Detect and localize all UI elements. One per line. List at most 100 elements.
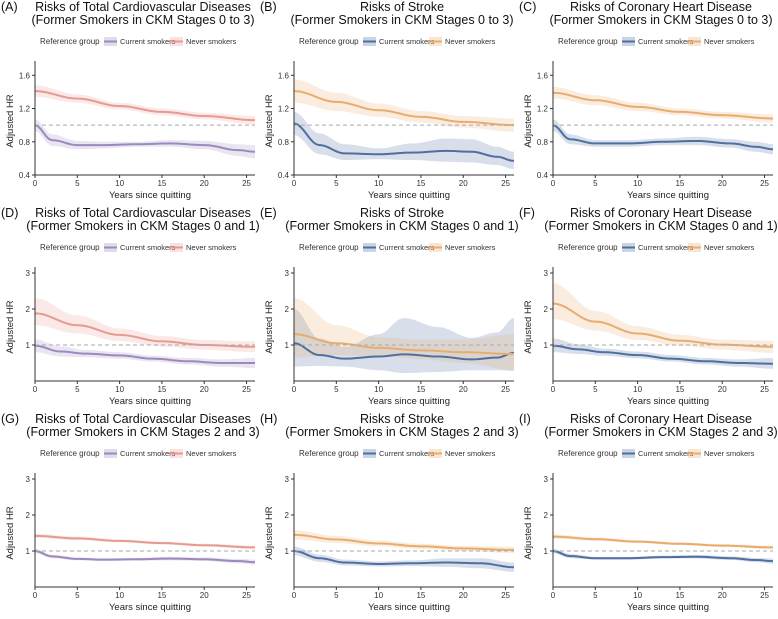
- y-tick-label: 0.4: [537, 171, 549, 180]
- x-axis-label: Years since quitting: [627, 396, 709, 407]
- series-line-never-smokers: [294, 533, 514, 551]
- plot-area: [35, 298, 255, 369]
- confidence-band-never-smokers: [294, 530, 514, 554]
- series-line-current-smokers: [553, 124, 773, 151]
- chart-panel-c: (C) Risks of Coronary Heart Disease (Forme…: [518, 0, 777, 206]
- y-tick-label: 1.2: [19, 105, 31, 114]
- x-axis-label: Years since quitting: [109, 190, 191, 201]
- y-tick-label: 1.6: [537, 71, 549, 80]
- legend-entry: Current smokers: [120, 37, 176, 46]
- y-tick-label: 1: [285, 341, 290, 350]
- x-tick-label: 5: [334, 591, 339, 600]
- chart-subtitle: (Former Smokers in CKM Stages 2 and 3): [544, 425, 777, 439]
- chart-subtitle: (Former Smokers in CKM Stages 0 to 3): [291, 13, 514, 27]
- series-line-never-smokers: [35, 534, 255, 549]
- series-line-current-smokers: [294, 342, 514, 361]
- legend-entry: Never smokers: [704, 243, 755, 252]
- legend-entry: Current smokers: [638, 449, 694, 458]
- chart-panel-d: (D) Risks of Total Cardiovascular Disease…: [0, 206, 259, 412]
- x-tick-label: 10: [374, 179, 383, 188]
- x-tick-label: 0: [292, 179, 297, 188]
- y-tick-label: 3: [26, 475, 31, 484]
- chart-panel-e: (E) Risks of Stroke (Former Smokers in CKM…: [259, 206, 518, 412]
- chart-svg: (A) Risks of Total Cardiovascular Disease…: [1, 0, 255, 201]
- confidence-band-never-smokers: [35, 298, 255, 353]
- chart-subtitle: (Former Smokers in CKM Stages 0 to 3): [550, 13, 773, 27]
- y-axis-label: Adjusted HR: [264, 300, 275, 353]
- y-tick-label: 1.2: [278, 105, 290, 114]
- legend-title: Reference group: [558, 449, 618, 458]
- legend-entry: Current smokers: [379, 449, 435, 458]
- x-axis-label: Years since quitting: [368, 602, 450, 613]
- chart-subtitle: (Former Smokers in CKM Stages 2 and 3): [26, 425, 259, 439]
- y-tick-label: 0.4: [19, 171, 31, 180]
- confidence-band-current-smokers: [294, 309, 514, 374]
- y-tick-label: 1: [26, 341, 31, 350]
- chart-svg: (D) Risks of Total Cardiovascular Disease…: [1, 206, 259, 407]
- chart-title: Risks of Total Cardiovascular Diseases: [35, 412, 251, 426]
- plot-area: [35, 533, 255, 565]
- legend-entry: Never smokers: [186, 243, 237, 252]
- series-line-never-smokers: [553, 535, 773, 549]
- chart-title: Risks of Coronary Heart Disease: [570, 412, 752, 426]
- plot-area: [35, 85, 255, 159]
- x-tick-label: 10: [633, 385, 642, 394]
- panel-label: (H): [260, 412, 277, 426]
- chart-panel-a: (A) Risks of Total Cardiovascular Disease…: [0, 0, 259, 206]
- confidence-band-never-smokers: [553, 283, 773, 353]
- series-line-never-smokers: [294, 333, 514, 355]
- chart-panel-h: (H) Risks of Stroke (Former Smokers in CKM…: [259, 412, 518, 618]
- series-line-current-smokers: [35, 550, 255, 564]
- x-tick-label: 20: [718, 179, 727, 188]
- x-tick-label: 25: [501, 179, 510, 188]
- legend-title: Reference group: [40, 449, 100, 458]
- plot-area: [553, 283, 773, 369]
- series-line-current-smokers: [294, 122, 514, 162]
- x-tick-label: 5: [334, 385, 339, 394]
- x-tick-label: 15: [416, 179, 425, 188]
- legend-entry: Never smokers: [445, 243, 496, 252]
- y-tick-label: 1: [544, 547, 549, 556]
- x-tick-label: 20: [459, 385, 468, 394]
- y-tick-label: 1.6: [19, 71, 31, 80]
- y-tick-label: 1: [285, 547, 290, 556]
- x-tick-label: 15: [157, 385, 166, 394]
- y-tick-label: 0.8: [19, 138, 31, 147]
- chart-subtitle: (Former Smokers in CKM Stages 0 to 3): [32, 13, 255, 27]
- y-tick-label: 1: [544, 341, 549, 350]
- y-tick-label: 3: [544, 475, 549, 484]
- chart-svg: (B) Risks of Stroke(Former Smokers in CKM…: [260, 0, 514, 201]
- legend: Reference group Current smokers Never smok…: [40, 37, 237, 46]
- series-line-current-smokers: [35, 344, 255, 364]
- x-tick-label: 0: [292, 591, 297, 600]
- plot-area: [553, 86, 773, 155]
- series-line-current-smokers: [553, 550, 773, 563]
- plot-area: [294, 530, 514, 572]
- confidence-band-never-smokers: [553, 86, 773, 123]
- x-tick-label: 5: [593, 591, 598, 600]
- y-tick-label: 1.6: [278, 71, 290, 80]
- x-tick-label: 25: [501, 591, 510, 600]
- x-tick-label: 25: [242, 385, 251, 394]
- panel-label: (F): [519, 206, 535, 220]
- panel-label: (D): [1, 206, 18, 220]
- x-tick-label: 0: [551, 179, 556, 188]
- x-tick-label: 5: [334, 179, 339, 188]
- y-tick-label: 2: [26, 305, 31, 314]
- y-axis-label: Adjusted HR: [523, 506, 534, 559]
- legend-title: Reference group: [40, 243, 100, 252]
- y-tick-label: 3: [285, 269, 290, 278]
- legend-title: Reference group: [40, 37, 100, 46]
- y-axis-label: Adjusted HR: [523, 94, 534, 147]
- x-tick-label: 20: [200, 591, 209, 600]
- panel-label: (C): [519, 0, 536, 14]
- chart-title: Risks of Coronary Heart Disease: [570, 206, 752, 220]
- x-tick-label: 0: [292, 385, 297, 394]
- chart-subtitle: (Former Smokers in CKM Stages 0 and 1): [285, 219, 518, 233]
- x-tick-label: 0: [551, 591, 556, 600]
- x-tick-label: 0: [33, 385, 38, 394]
- panel-label: (B): [260, 0, 277, 14]
- legend: Reference group Current smokers Never smok…: [558, 243, 755, 252]
- plot-area: [294, 79, 514, 170]
- confidence-band-current-smokers: [294, 546, 514, 572]
